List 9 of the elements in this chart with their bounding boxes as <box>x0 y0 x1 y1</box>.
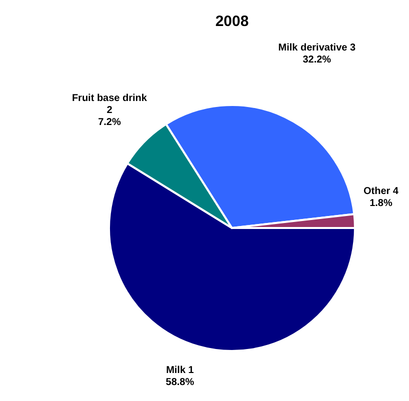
data-label: 32.2% <box>302 54 332 66</box>
slice-label: Other 4 <box>363 186 399 197</box>
slice-label: Fruit base drink 2 <box>72 93 148 116</box>
data-label: 58.8% <box>166 377 194 388</box>
slice-label: Milk 1 <box>166 365 194 376</box>
data-label: 1.8% <box>370 198 393 209</box>
slice-label: Milk derivative 3 <box>278 42 356 54</box>
data-label: 7.2% <box>98 117 121 128</box>
chart-title: 2008 <box>215 13 249 30</box>
